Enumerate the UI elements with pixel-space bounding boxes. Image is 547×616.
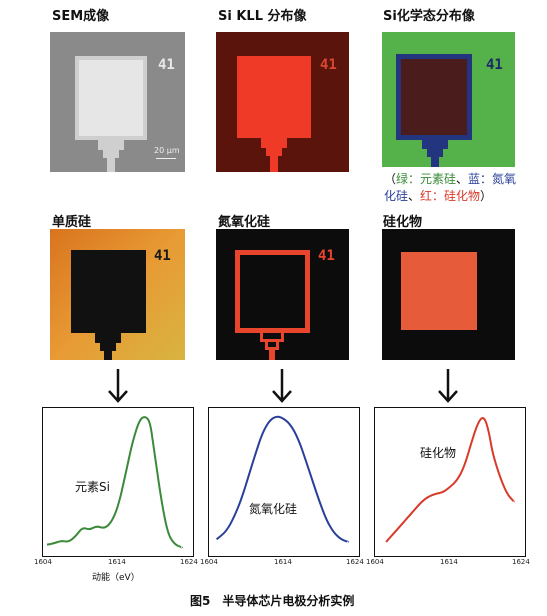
- title-nitride: 氮氧化硅: [218, 215, 271, 230]
- spectrum-plot-nitride: [215, 415, 349, 543]
- spectrum-label-nitride: 氮氧化硅: [249, 502, 298, 516]
- spectrum-plot-elemental: [46, 416, 183, 549]
- down-arrow-icon: [272, 369, 292, 403]
- tick-label: 1604: [34, 558, 52, 566]
- elemental-si-image: 41: [50, 229, 185, 360]
- nitride-image: 41: [216, 229, 349, 360]
- tick-label: 1614: [440, 558, 458, 566]
- legend-open: （: [384, 172, 397, 186]
- scale-bar: [156, 158, 176, 159]
- scale-bar-label: 20 μm: [154, 146, 180, 155]
- tick-label: 1614: [274, 558, 292, 566]
- figure-caption: 图5 半导体芯片电极分析实例: [190, 594, 355, 608]
- si-chem-electrode-core: [401, 59, 467, 135]
- tick-label: 1604: [366, 558, 384, 566]
- legend-sep2: 、: [408, 189, 421, 203]
- si-chem-label-41: 41: [486, 57, 503, 73]
- down-arrow-icon: [108, 369, 128, 403]
- legend-red: 红：硅化物: [420, 189, 481, 203]
- title-elemental: 单质硅: [52, 215, 92, 230]
- si-kll-label-41: 41: [320, 57, 337, 73]
- title-silicide: 硅化物: [383, 215, 423, 230]
- si-kll-electrode: [237, 56, 311, 138]
- spectrum-label-silicide: 硅化物: [420, 446, 457, 460]
- sem-label-41: 41: [158, 57, 175, 73]
- spectrum-curve-elemental-si: [46, 416, 183, 549]
- spectrum-curve-nitride: [215, 415, 349, 543]
- legend-green: 绿：元素硅: [396, 172, 457, 186]
- spectrum-panel-silicide: 硅化物: [374, 407, 526, 557]
- legend-blue: 蓝：氮氧化硅: [384, 172, 517, 203]
- x-axis-label: 动能（eV）: [92, 573, 140, 583]
- title-si-chem: Si化学态分布像: [383, 9, 475, 24]
- silicide-electrode: [401, 252, 477, 330]
- tick-label: 1604: [200, 558, 218, 566]
- spectrum-curve-silicide: [385, 417, 515, 543]
- down-arrow-icon: [438, 369, 458, 403]
- legend-sep1: 、: [456, 172, 469, 186]
- tick-label: 1624: [512, 558, 530, 566]
- spectrum-panel-nitride: 氮氧化硅: [208, 407, 360, 557]
- spectrum-label-elemental-si: 元素Si: [75, 480, 110, 494]
- legend-close: ）: [480, 189, 493, 203]
- si-chem-image: 41: [382, 32, 515, 167]
- nitride-label-41: 41: [318, 248, 335, 264]
- sem-image: 41 20 μm: [50, 32, 185, 172]
- silicide-image: [382, 229, 515, 360]
- si-kll-image: 41: [216, 32, 349, 172]
- spectrum-plot-silicide: [385, 417, 515, 543]
- tick-label: 1614: [108, 558, 126, 566]
- elemental-label-41: 41: [154, 248, 171, 264]
- tick-label: 1624: [346, 558, 364, 566]
- spectrum-panel-elemental: 元素Si: [42, 407, 194, 557]
- title-sem: SEM成像: [52, 9, 110, 24]
- tick-label: 1624: [180, 558, 198, 566]
- color-legend: （绿：元素硅、蓝：氮氧化硅、红：硅化物）: [384, 171, 524, 205]
- elemental-dark-electrode: [71, 250, 146, 333]
- title-si-kll: Si KLL 分布像: [218, 9, 307, 24]
